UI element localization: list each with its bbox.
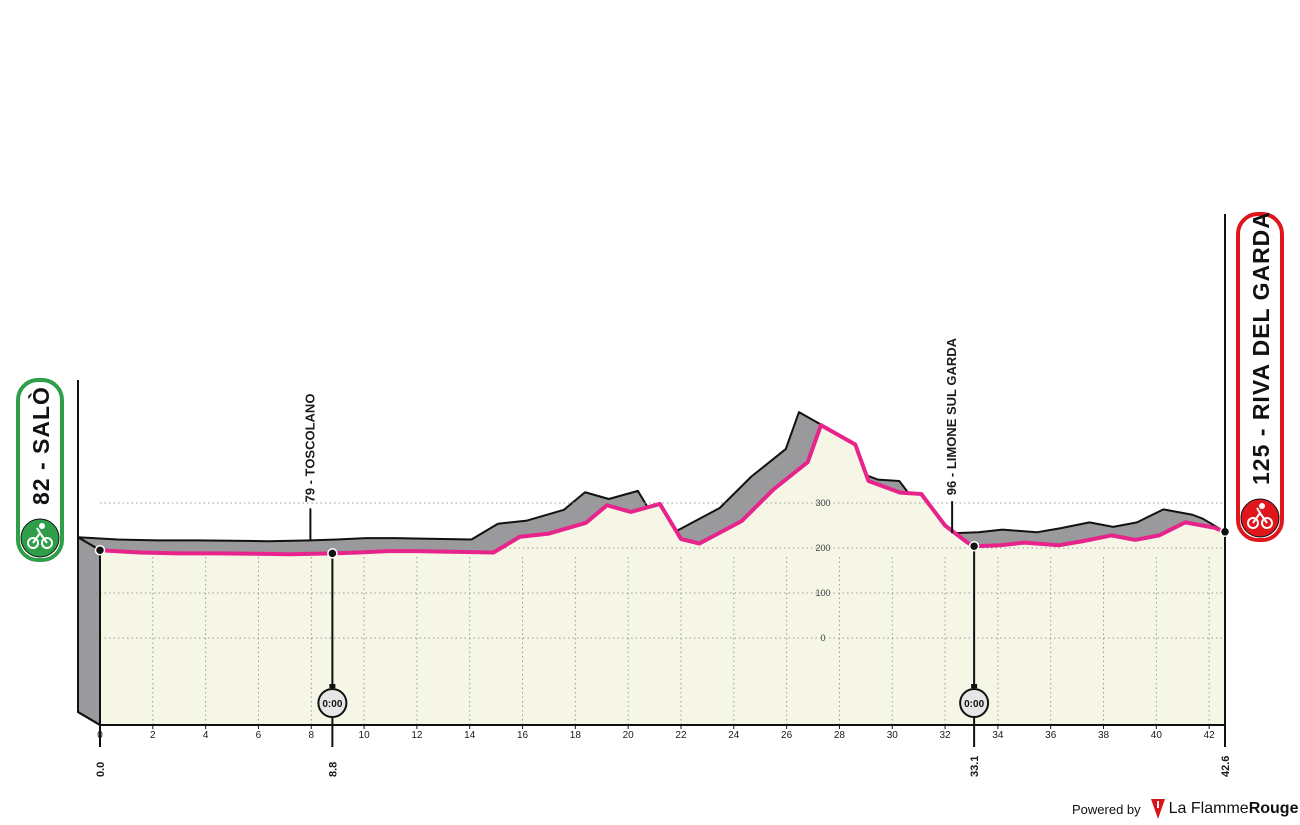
elevation-tick-label: 0 <box>820 633 825 643</box>
marker-km-label: 42.6 <box>1220 756 1232 777</box>
axis-tick-label: 42 <box>1204 730 1216 741</box>
stopwatch-icon: 0:00 <box>959 684 990 718</box>
stopwatch-icon: 0:00 <box>317 684 348 718</box>
cyclist-frame <box>1252 507 1268 524</box>
cyclist-head <box>1259 503 1265 509</box>
axis-tick-label: 10 <box>359 730 371 741</box>
axis-tick-label: 28 <box>834 730 846 741</box>
elevation-tick-label: 100 <box>815 588 830 598</box>
flamme-rouge-brand: La FlammeRouge <box>1169 800 1299 818</box>
axis-tick-label: 4 <box>203 730 209 741</box>
cyclist-icon <box>1240 498 1280 538</box>
axis-tick-label: 34 <box>992 730 1004 741</box>
finish-badge-frame <box>1236 212 1284 542</box>
powered-by-label: Powered by <box>1072 801 1141 817</box>
axis-tick-label: 14 <box>464 730 476 741</box>
marker-dot <box>968 540 980 552</box>
stopwatch-body <box>959 688 990 718</box>
terrain-left-face <box>77 535 101 727</box>
cyclist-wheel <box>27 537 39 549</box>
route-layer <box>98 423 1227 557</box>
axis-tick-label: 38 <box>1098 730 1110 741</box>
axis-tick-label: 22 <box>675 730 687 741</box>
waypoint-label: 96 - LIMONE SUL GARDA <box>944 337 959 495</box>
elevation-tick-label: 300 <box>815 498 830 508</box>
marker-km-label: 0.0 <box>95 762 107 777</box>
cyclist-frame <box>32 527 48 544</box>
cyclist-wheel <box>41 537 53 549</box>
cyclist-icon <box>20 518 60 558</box>
stopwatch-body <box>317 688 348 718</box>
axis-tick-label: 12 <box>411 730 423 741</box>
marker-km-label: 8.8 <box>327 762 339 777</box>
start-badge-frame <box>16 378 64 562</box>
badge-layer: 82 - SALÒ 125 - RIVA DEL GARDA <box>16 211 1284 712</box>
axis-tick-label: 8 <box>308 730 314 741</box>
stopwatch-crown <box>329 684 336 688</box>
axis-tick-label: 30 <box>887 730 899 741</box>
flamme-rouge-logo-icon <box>1150 799 1165 819</box>
axis-tick-label: 2 <box>150 730 156 741</box>
elevation-tick-label: 200 <box>815 543 830 553</box>
brand-light: La Flamme <box>1168 800 1249 817</box>
axis-tick-label: 6 <box>256 730 262 741</box>
finish-badge-label: 125 - RIVA DEL GARDA <box>1248 211 1274 485</box>
axis-tick-label: 24 <box>728 730 740 741</box>
route-line <box>98 423 1227 557</box>
axis-tick-label: 18 <box>570 730 582 741</box>
waypoint-label: 79 - TOSCOLANO <box>302 394 317 503</box>
marker-km-label: 33.1 <box>969 756 981 777</box>
cyclist-wheel <box>1247 517 1259 529</box>
stopwatch-time: 0:00 <box>322 699 342 710</box>
elevation-grid: 300 200 100 0 <box>100 498 1225 725</box>
axis-tick-label: 36 <box>1045 730 1057 741</box>
marker-dot <box>94 545 106 556</box>
axis-tick-label: 20 <box>623 730 635 741</box>
axis-tick-label: 26 <box>781 730 793 741</box>
cyclist-wheel <box>1261 517 1273 529</box>
axis-tick-label: 16 <box>517 730 529 741</box>
stopwatch-crown <box>971 684 978 688</box>
brand-bold: Rouge <box>1248 800 1299 817</box>
marker-dot <box>327 548 338 559</box>
axis-depth-edge <box>77 711 101 726</box>
powered-by-credit[interactable]: Powered by La FlammeRouge <box>1072 798 1298 820</box>
stopwatch-time: 0:00 <box>964 699 984 710</box>
terrain-front-face <box>100 425 1225 725</box>
marker-layer: 0.0 8.8 33.1 42.6 79 - TOSCOLANO 96 - LIMONE … <box>94 337 1232 777</box>
axis-tick-label: 32 <box>940 730 952 741</box>
terrain-layer <box>77 411 1226 727</box>
axis-tick-label: 40 <box>1151 730 1163 741</box>
start-badge-label: 82 - SALÒ <box>27 386 54 505</box>
cyclist-head <box>39 523 45 529</box>
